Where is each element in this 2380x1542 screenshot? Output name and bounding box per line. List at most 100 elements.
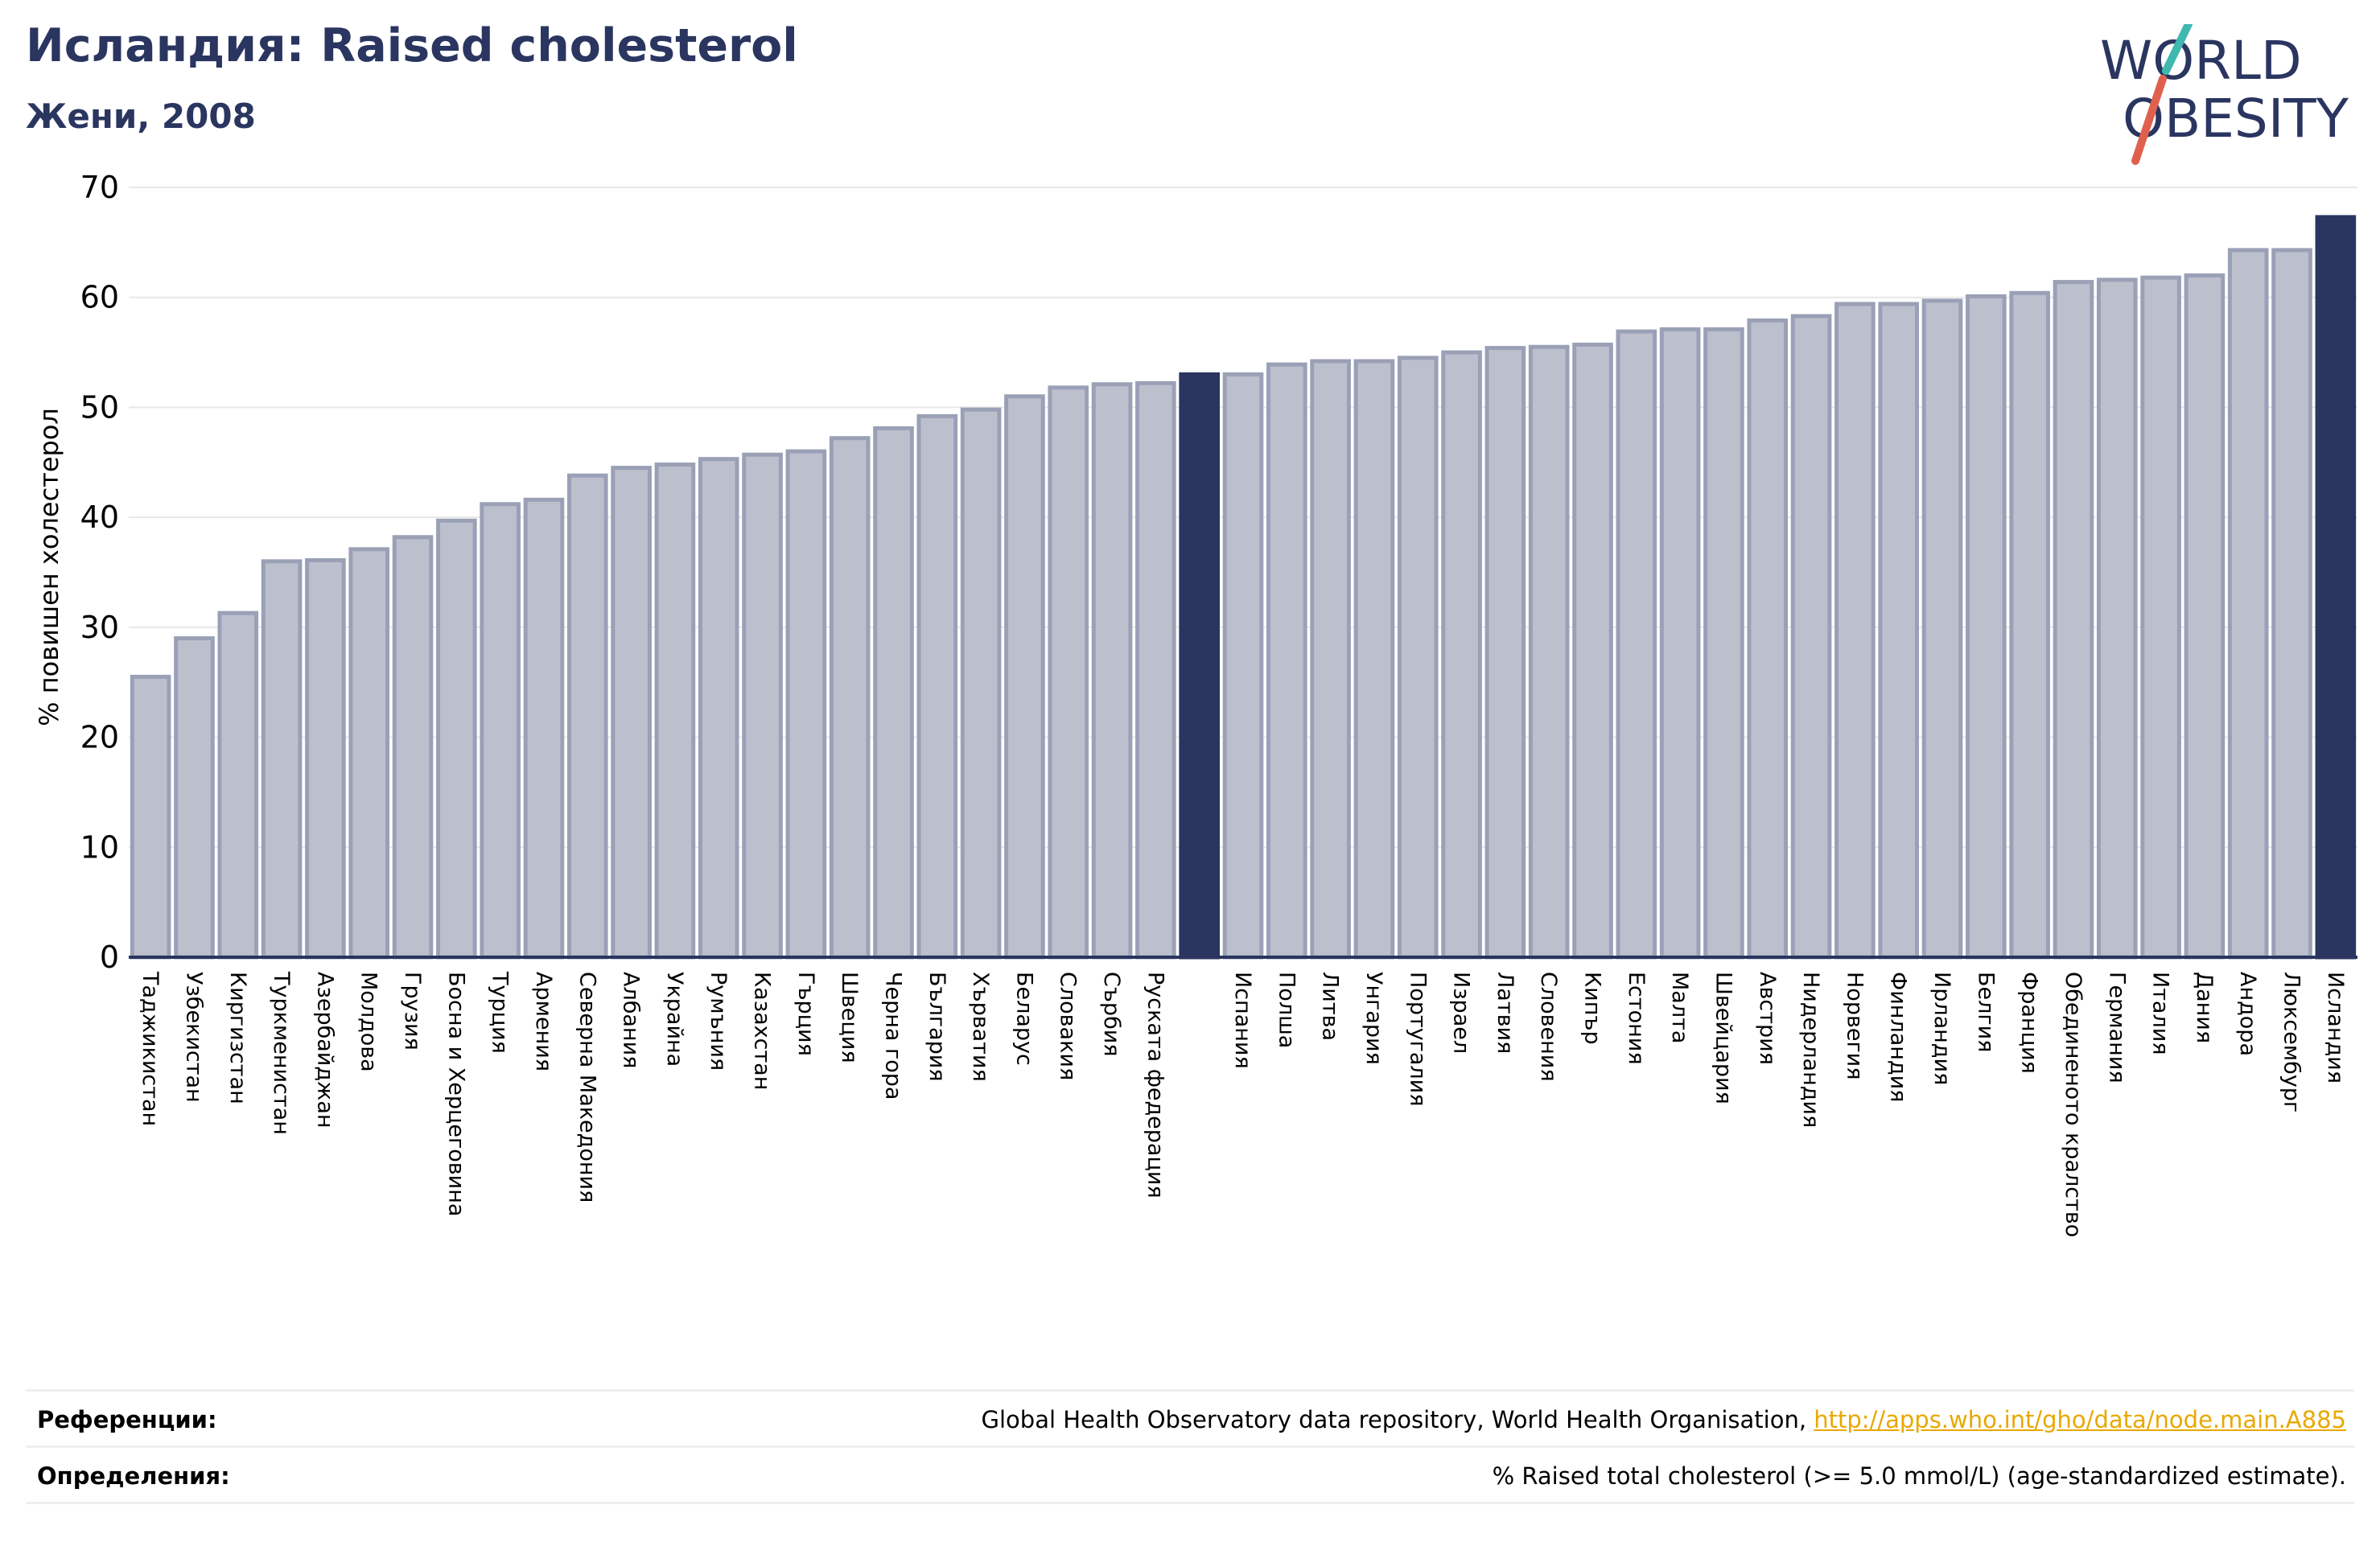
x-tick-label: Таджикистан xyxy=(138,971,163,1126)
logo-line1: WORLD xyxy=(2100,30,2302,92)
bar xyxy=(217,611,259,960)
x-tick-label: Норвегия xyxy=(1842,972,1867,1079)
bar xyxy=(2140,275,2181,960)
bar xyxy=(1266,362,1307,960)
x-tick-label: Босна и Херцеговина xyxy=(443,972,468,1216)
x-tick-label: Обединеното кралство xyxy=(2061,972,2086,1237)
x-tick-label: Румъния xyxy=(706,972,731,1071)
x-tick-label: Нидерландия xyxy=(1798,972,1823,1128)
x-tick-label: Италия xyxy=(2148,972,2173,1055)
bar xyxy=(2184,273,2226,960)
chart-title: Исландия: Raised cholesterol xyxy=(26,19,798,72)
bar xyxy=(436,518,477,960)
x-tick-label: Франция xyxy=(2017,972,2042,1074)
bar xyxy=(1528,344,1570,960)
bar xyxy=(2053,280,2094,960)
bar xyxy=(829,436,871,960)
bar xyxy=(523,497,565,960)
bar xyxy=(1616,329,1657,960)
bar xyxy=(1659,327,1701,960)
x-tick-label: Словакия xyxy=(1056,972,1081,1080)
y-tick-label: 70 xyxy=(80,170,119,205)
bar xyxy=(2227,248,2269,960)
bar xyxy=(2271,248,2312,960)
bar xyxy=(742,452,783,960)
bar xyxy=(1834,302,1876,960)
x-tick-label: Литва xyxy=(1318,972,1343,1041)
chart-subtitle: Жени, 2008 xyxy=(26,97,256,136)
y-tick-label: 10 xyxy=(80,829,119,865)
x-tick-label: Руската федерация xyxy=(1143,972,1167,1199)
x-tick-label: Люксембург xyxy=(2279,972,2304,1112)
bar xyxy=(698,457,739,960)
y-tick-label: 0 xyxy=(100,940,119,975)
x-tick-label: Унгария xyxy=(1361,972,1386,1065)
bar xyxy=(1004,394,1045,960)
x-tick-label: Турция xyxy=(488,971,513,1054)
y-tick-label: 40 xyxy=(80,500,119,535)
bar xyxy=(1353,359,1395,960)
y-tick-label: 20 xyxy=(80,720,119,755)
x-tick-label: Малта xyxy=(1667,972,1692,1043)
footer-divider-middle xyxy=(26,1445,2354,1448)
bar xyxy=(1048,385,1089,960)
y-tick-labels: 0 10 20 30 40 50 60 70 xyxy=(80,170,119,975)
x-tick-label: Португалия xyxy=(1405,972,1430,1106)
x-tick-label: Северна Македония xyxy=(574,972,599,1203)
x-tick-label: Киргизстан xyxy=(225,972,250,1104)
bar xyxy=(1572,343,1613,960)
bar xyxy=(1747,318,1789,960)
bar xyxy=(130,674,171,960)
definitions-text: % Raised total cholesterol (>= 5.0 mmol/… xyxy=(1492,1462,2346,1490)
x-tick-label: Естония xyxy=(1624,972,1649,1065)
x-tick-label: Узбекистан xyxy=(181,972,206,1103)
bar xyxy=(174,636,215,960)
bar xyxy=(1135,380,1176,960)
logo-slash-top xyxy=(2162,24,2193,75)
x-tick-labels: Таджикистан Узбекистан Киргизстан Туркменис… xyxy=(138,971,2348,1237)
bar xyxy=(1484,346,1526,960)
bar xyxy=(654,463,696,960)
x-tick-label: Финландия xyxy=(1886,972,1911,1102)
bar-highlighted xyxy=(1179,372,1220,960)
bar xyxy=(1310,359,1351,960)
x-tick-label: Кипър xyxy=(1580,972,1605,1045)
x-tick-label: Швеция xyxy=(837,972,862,1063)
footer-divider-bottom xyxy=(26,1502,2354,1504)
y-tick-label: 50 xyxy=(80,389,119,425)
x-tick-label: Грузия xyxy=(400,972,425,1051)
bar-highlighted xyxy=(2315,215,2357,960)
x-tick-label: Полша xyxy=(1274,972,1299,1048)
x-tick-label: Черна гора xyxy=(880,972,905,1100)
x-tick-label: Исландия xyxy=(2323,972,2348,1084)
x-tick-label: Андора xyxy=(2235,972,2260,1056)
bar xyxy=(480,502,521,960)
x-tick-label: Молдова xyxy=(356,972,381,1072)
references-link[interactable]: http://apps.who.int/gho/data/node.main.A… xyxy=(1814,1406,2346,1433)
bar xyxy=(1091,382,1133,960)
x-tick-label: Туркменистан xyxy=(269,971,294,1135)
x-tick-label: Украйна xyxy=(662,972,687,1067)
bar xyxy=(261,559,303,960)
references-source: Global Health Observatory data repositor… xyxy=(981,1406,1807,1433)
bar xyxy=(566,473,608,960)
x-tick-label: Албания xyxy=(619,972,644,1068)
bar xyxy=(348,547,390,960)
footer-divider-top xyxy=(26,1389,2354,1392)
bar xyxy=(785,449,827,960)
x-tick-label: Швейцария xyxy=(1711,972,1736,1104)
bar xyxy=(1703,327,1744,960)
bar xyxy=(2096,278,2138,960)
bar xyxy=(1441,350,1482,960)
y-tick-label: 60 xyxy=(80,280,119,315)
x-tick-label: Азербайджан xyxy=(312,972,337,1129)
x-tick-label: Германия xyxy=(2104,972,2129,1084)
bars xyxy=(130,215,2357,960)
bar-chart: 0 10 20 30 40 50 60 70 Таджикистан Узбекистан Кир… xyxy=(34,170,2357,1237)
bar xyxy=(1921,298,1963,960)
bar xyxy=(916,413,958,960)
bar xyxy=(1966,294,2007,960)
bar xyxy=(1790,314,1832,960)
world-obesity-logo: WORLD OBESITY xyxy=(2100,24,2349,165)
x-tick-label: Испания xyxy=(1230,972,1255,1069)
